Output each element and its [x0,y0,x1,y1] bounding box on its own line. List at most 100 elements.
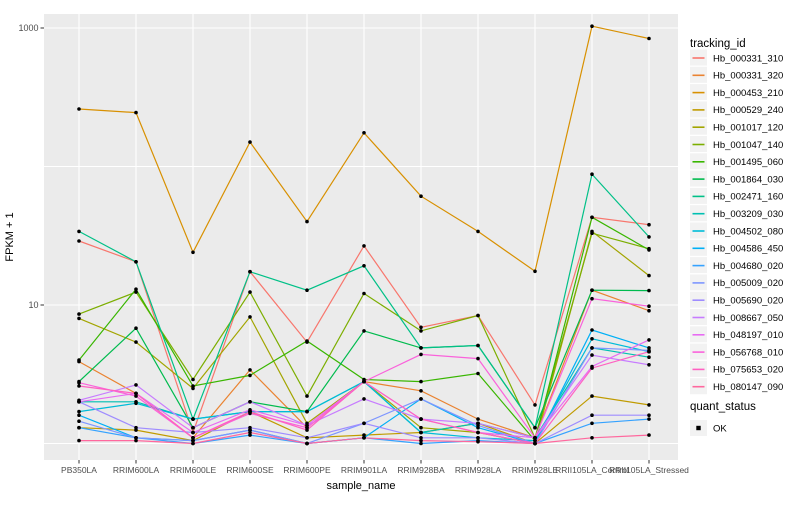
data-point [305,436,309,440]
x-tick-label: RRIM600LE [170,465,217,475]
data-point [248,140,252,144]
data-point [476,356,480,361]
data-point [419,438,423,443]
data-point [248,290,252,294]
data-point [362,329,366,333]
x-tick-label: RRIM928BA [397,465,445,475]
data-point [647,413,651,418]
legend-label: Hb_005690_020 [713,296,783,307]
data-point [476,439,480,444]
data-point [590,366,594,370]
data-point [77,413,81,418]
data-point [305,288,309,293]
data-point [191,417,195,421]
data-point [77,380,81,385]
x-tick-label: RRII105LA_Control [555,465,629,475]
legend-label: Hb_001047_140 [713,140,783,151]
data-point [419,329,423,333]
x-axis-title: sample_name [326,480,395,492]
data-point [248,425,252,430]
data-point [647,346,651,350]
data-point [134,383,138,387]
data-point [248,433,252,437]
legend-label: Hb_002471_160 [713,192,783,203]
x-tick-label: RRIM600PE [283,465,331,475]
data-point [191,250,195,255]
data-point [476,313,480,318]
data-point [647,308,651,313]
y-tick-label: 10 [28,300,38,310]
data-point [419,417,423,421]
data-point [134,290,138,294]
x-tick-label: RRIM901LA [341,465,388,475]
data-point [191,430,195,435]
data-point [191,425,195,430]
data-point [419,346,423,350]
data-point [134,401,138,406]
data-point [647,288,651,293]
data-point [647,355,651,360]
data-point [419,397,423,401]
legend-label: Hb_001017_120 [713,123,783,134]
data-point [77,409,81,414]
legend-label: Hb_004680_020 [713,261,783,272]
legend-label: Hb_080147_090 [713,382,783,393]
data-point [647,349,651,354]
data-point [533,269,537,274]
data-point [362,421,366,426]
data-point [533,403,537,407]
y-axis-title: FPKM + 1 [4,212,16,261]
data-point [77,107,81,111]
data-point [191,436,195,440]
data-point [419,425,423,430]
data-point [419,441,423,446]
data-point [590,436,594,440]
quant-status-label: OK [713,423,727,434]
data-point [419,325,423,330]
data-point [647,273,651,278]
data-point [248,430,252,435]
legend-label: Hb_005009_020 [713,278,783,289]
data-point [590,353,594,357]
data-point [191,384,195,388]
data-point [419,436,423,440]
data-point [305,339,309,343]
data-point [305,428,309,432]
data-point [533,438,537,443]
data-point [134,394,138,398]
data-point [362,264,366,268]
x-tick-label: RRII105LA_Stressed [609,465,689,475]
data-point [77,400,81,404]
data-point [362,436,366,440]
data-point [77,384,81,388]
data-point [305,219,309,224]
data-point [476,343,480,348]
y-tick-label: 1000 [18,23,38,33]
legend-label: Hb_008667_050 [713,313,783,324]
data-point [134,110,138,115]
data-point [419,352,423,357]
data-point [191,438,195,443]
data-point [533,425,537,430]
data-point [419,379,423,384]
data-point [647,222,651,227]
data-point [77,239,81,243]
data-point [647,235,651,239]
data-point [248,373,252,378]
x-tick-label: PB350LA [61,465,97,475]
data-point [590,413,594,418]
data-point [590,346,594,350]
legend-label: Hb_001864_030 [713,174,783,185]
data-point [647,417,651,421]
data-point [476,430,480,435]
data-point [248,368,252,372]
data-points [77,24,651,446]
data-point [134,260,138,264]
data-point [77,438,81,443]
legend-label: Hb_056768_010 [713,347,783,358]
data-point [77,312,81,316]
data-point [476,417,480,421]
legend-quant-status: quant_status OK [690,401,756,436]
